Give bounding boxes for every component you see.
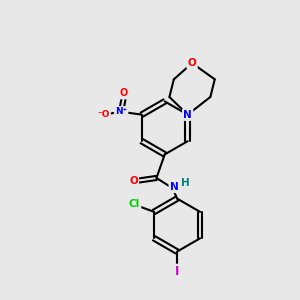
Text: Cl: Cl <box>129 200 140 209</box>
Text: I: I <box>175 265 179 278</box>
Text: O: O <box>188 58 197 68</box>
Text: N: N <box>183 110 192 120</box>
Text: O: O <box>120 88 128 98</box>
Text: N: N <box>170 182 178 192</box>
Text: H: H <box>181 178 189 188</box>
Text: ⁻O: ⁻O <box>97 110 110 119</box>
Text: N⁺: N⁺ <box>115 107 127 116</box>
Text: O: O <box>129 176 138 186</box>
